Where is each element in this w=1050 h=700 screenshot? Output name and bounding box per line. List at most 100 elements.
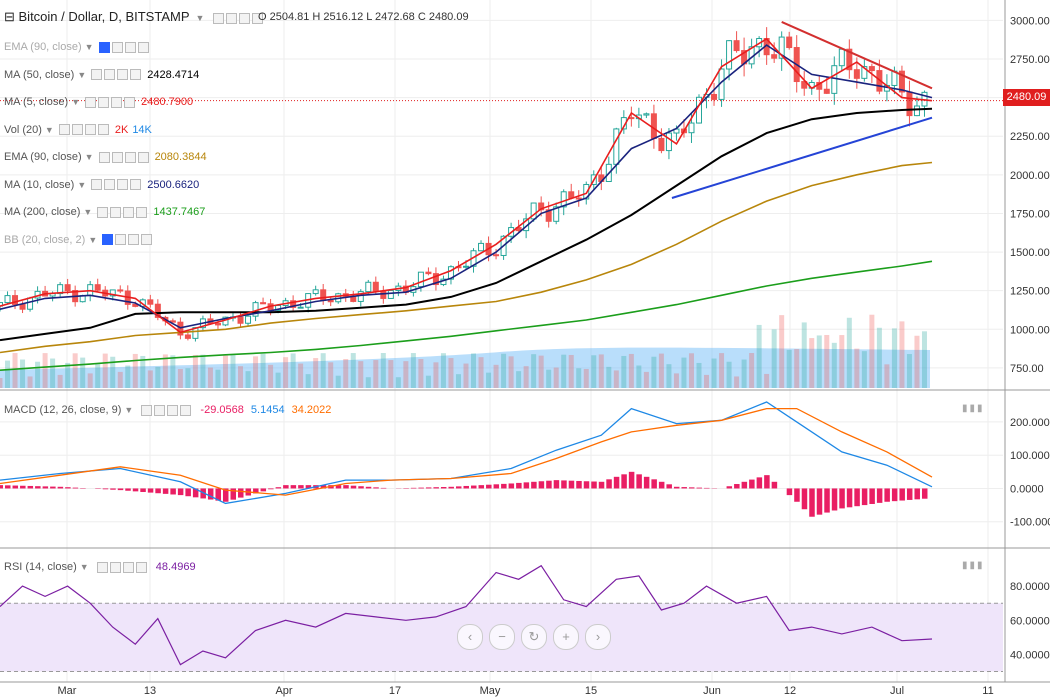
gear-icon[interactable] <box>115 234 127 246</box>
plus-icon[interactable] <box>123 206 135 218</box>
close-icon <box>135 561 147 573</box>
volume-bar <box>102 353 108 388</box>
macd-hist-bar <box>207 488 214 500</box>
eye-icon[interactable] <box>97 206 109 218</box>
gear-icon[interactable] <box>111 151 123 163</box>
macd-hist-bar <box>102 488 109 490</box>
gear-icon[interactable] <box>111 41 123 53</box>
minus-icon[interactable]: − <box>489 624 515 650</box>
plus-icon[interactable] <box>124 41 136 53</box>
candle-body <box>545 209 552 222</box>
legend-value: 2080.3844 <box>154 151 207 163</box>
symbol-legend: ⊟ Bitcoin / Dollar, D, BITSTAMP ▼ <box>4 10 263 25</box>
macd-hist-bar <box>696 487 702 489</box>
eye-icon[interactable] <box>91 69 103 81</box>
candle-body <box>613 128 620 165</box>
candle-body <box>184 334 191 339</box>
plus-icon[interactable]: + <box>553 624 579 650</box>
price-tick-label: 1750.00 <box>1010 208 1050 220</box>
eye-icon[interactable] <box>98 151 110 163</box>
macd-hist-bar <box>335 485 342 489</box>
close-icon[interactable] <box>136 206 148 218</box>
price-tick-label: 750.00 <box>1010 363 1044 375</box>
close-icon[interactable] <box>251 12 263 24</box>
macd-hist-bar <box>508 483 515 489</box>
volume-bar <box>598 354 604 388</box>
gear-icon[interactable] <box>71 124 83 136</box>
candle-body <box>425 271 432 275</box>
eye-icon[interactable] <box>91 179 103 191</box>
candle-body <box>868 66 875 72</box>
volume-bar <box>395 377 401 388</box>
candle-body <box>898 70 905 93</box>
gear-icon[interactable] <box>104 69 116 81</box>
volume-bar <box>365 377 371 388</box>
chevron-left-icon[interactable]: ‹ <box>457 624 483 650</box>
plus-icon[interactable] <box>128 234 140 246</box>
macd-pane-controls[interactable]: ▮▮▮ <box>962 403 985 414</box>
trendlines <box>671 20 933 199</box>
volume-bar <box>448 358 454 388</box>
macd-hist-bar <box>846 488 853 508</box>
plus-icon[interactable] <box>124 151 136 163</box>
volume-bar <box>688 353 694 388</box>
volume-bar <box>636 365 642 388</box>
eye-icon[interactable] <box>102 234 114 246</box>
macd-hist-bar <box>824 488 830 513</box>
ma200-line <box>0 260 933 371</box>
x-tick-label: Jul <box>890 685 904 697</box>
volume-bar <box>305 374 311 388</box>
plus-icon[interactable] <box>111 96 123 108</box>
eye-icon[interactable] <box>98 41 110 53</box>
macd-hist-bar <box>440 487 447 489</box>
price-tick-label: 1000.00 <box>1010 324 1050 336</box>
volume-bar <box>80 357 86 388</box>
candle-body <box>823 88 830 94</box>
volume-bar <box>741 359 747 388</box>
volume-bar <box>132 353 138 388</box>
candle-body <box>463 265 469 268</box>
plus-icon[interactable] <box>117 179 129 191</box>
volume-bar <box>666 364 672 388</box>
plus-icon[interactable] <box>238 12 250 24</box>
gear-icon[interactable] <box>104 179 116 191</box>
macd-hist-bar <box>410 487 417 489</box>
macd-hist-bar <box>471 485 477 489</box>
eye-icon[interactable] <box>85 96 97 108</box>
candle-body <box>132 303 139 307</box>
plus-icon[interactable] <box>84 124 96 136</box>
eye-icon[interactable] <box>58 124 70 136</box>
macd-tick-label: -100.0000 <box>1010 517 1050 529</box>
x-tick-label: Mar <box>58 685 77 697</box>
volume-bar <box>891 328 897 388</box>
volume-bar <box>463 363 469 388</box>
reset-icon[interactable]: ↻ <box>521 624 547 650</box>
macd-hist-bar <box>373 487 379 489</box>
close-icon[interactable] <box>137 41 149 53</box>
close-icon[interactable] <box>97 124 109 136</box>
macd-hist-bar <box>192 488 199 498</box>
volume-ma-area <box>0 347 930 388</box>
close-icon[interactable] <box>141 234 153 246</box>
candle-body <box>560 191 567 208</box>
close-icon[interactable] <box>124 96 136 108</box>
macd-hist-bar <box>516 482 522 489</box>
legend-value: 2K <box>114 123 129 136</box>
eye-icon[interactable] <box>212 12 224 24</box>
rsi-line <box>0 564 933 666</box>
gear-icon[interactable] <box>98 96 110 108</box>
volume-bar <box>749 353 755 388</box>
close-icon[interactable] <box>130 179 142 191</box>
close-icon[interactable] <box>130 69 142 81</box>
gear-icon[interactable] <box>225 12 237 24</box>
rsi-pane-controls[interactable]: ▮▮▮ <box>962 560 985 571</box>
gear-icon[interactable] <box>110 206 122 218</box>
close-icon[interactable] <box>137 151 149 163</box>
volume-bar <box>313 358 319 388</box>
macd-hist-bar <box>253 488 259 494</box>
chevron-right-icon[interactable]: › <box>585 624 611 650</box>
macd-hist-bar <box>50 486 56 489</box>
macd-hist-bar <box>501 483 507 489</box>
plus-icon[interactable] <box>117 69 129 81</box>
